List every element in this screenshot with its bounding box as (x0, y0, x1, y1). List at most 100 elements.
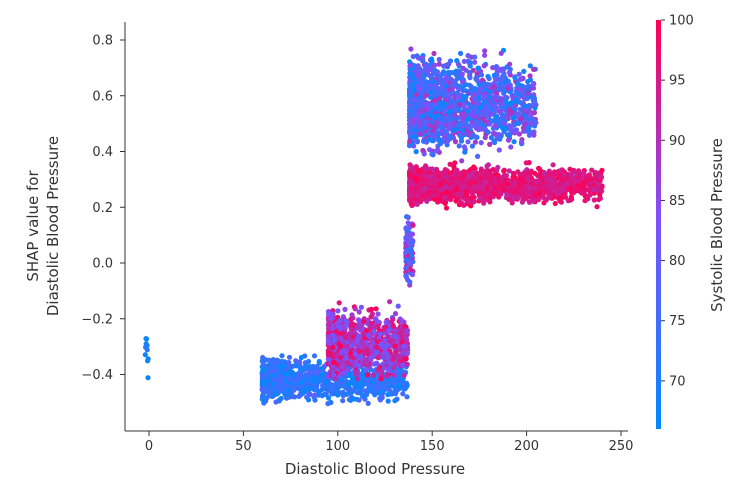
scatter-point (348, 390, 354, 396)
scatter-point (454, 58, 460, 64)
scatter-point (432, 67, 438, 73)
scatter-point (377, 331, 383, 337)
scatter-point (275, 367, 281, 373)
scatter-point (519, 199, 526, 205)
scatter-point (307, 391, 313, 397)
scatter-point (461, 102, 467, 108)
scatter-point (364, 359, 370, 365)
scatter-point (482, 48, 488, 54)
scatter-point (337, 326, 343, 332)
scatter-point (283, 383, 290, 389)
scatter-point (350, 334, 356, 340)
scatter-point (456, 91, 462, 98)
scatter-point (404, 330, 410, 336)
scatter-point (541, 172, 547, 178)
scatter-point (429, 151, 435, 157)
scatter-point (395, 303, 401, 309)
scatter-point (487, 89, 493, 95)
scatter-point (354, 376, 360, 382)
scatter-point (433, 148, 439, 154)
scatter-point (523, 113, 529, 119)
scatter-point (477, 196, 483, 202)
scatter-point (461, 58, 467, 64)
scatter-point (407, 71, 413, 77)
scatter-point (390, 323, 396, 329)
scatter-point (499, 182, 505, 189)
scatter-point (342, 326, 348, 332)
scatter-point (481, 100, 487, 106)
scatter-point (142, 352, 148, 358)
scatter-point (421, 138, 427, 144)
scatter-point (492, 97, 498, 103)
scatter-point (474, 76, 480, 82)
scatter-point (498, 176, 504, 182)
scatter-point (437, 73, 444, 79)
scatter-point (447, 133, 453, 139)
scatter-point (392, 343, 398, 349)
scatter-point (265, 384, 271, 390)
scatter-point (445, 126, 452, 132)
scatter-point (352, 351, 358, 357)
scatter-point (452, 160, 458, 166)
scatter-point (350, 338, 356, 344)
scatter-point (488, 192, 494, 198)
scatter-point (403, 249, 409, 255)
scatter-point (325, 401, 331, 407)
scatter-point (356, 397, 362, 403)
scatter-point (436, 198, 442, 204)
scatter-point (268, 359, 274, 365)
scatter-point (293, 358, 299, 364)
scatter-point (446, 109, 453, 115)
scatter-point (433, 120, 439, 126)
scatter-point (527, 73, 533, 79)
scatter-point (380, 388, 386, 394)
scatter-point (447, 114, 453, 120)
scatter-point (326, 321, 333, 327)
scatter-point (368, 314, 374, 320)
scatter-point (408, 117, 414, 124)
scatter-point (380, 382, 386, 388)
scatter-point (440, 91, 447, 97)
scatter-point (368, 320, 374, 326)
scatter-point (428, 73, 434, 79)
scatter-point (401, 343, 407, 349)
scatter-point (506, 107, 512, 113)
scatter-point (487, 121, 493, 127)
scatter-point (599, 167, 605, 173)
scatter-point (340, 389, 346, 395)
scatter-point (445, 69, 452, 76)
scatter-point (490, 130, 496, 136)
scatter-point (410, 222, 416, 228)
scatter-point (404, 214, 410, 220)
scatter-point (547, 194, 553, 200)
scatter-point (452, 112, 458, 118)
scatter-point (518, 116, 524, 122)
scatter-point (377, 395, 383, 401)
scatter-point (564, 180, 570, 186)
scatter-point (517, 92, 523, 98)
scatter-point (262, 375, 268, 381)
scatter-point (303, 387, 310, 393)
scatter-point (404, 383, 410, 389)
scatter-point (409, 272, 415, 278)
scatter-point (472, 139, 478, 145)
scatter-point (512, 75, 518, 81)
scatter-point (393, 369, 399, 375)
scatter-point (460, 127, 467, 134)
scatter-point (510, 174, 516, 180)
scatter-point (483, 108, 489, 115)
scatter-point (423, 62, 429, 68)
scatter-point (516, 71, 522, 77)
scatter-point (318, 366, 324, 372)
scatter-point (341, 348, 347, 354)
scatter-point (505, 137, 512, 143)
scatter-point (361, 331, 367, 337)
scatter-point (492, 123, 498, 129)
scatter-point (337, 343, 344, 349)
scatter-point (410, 127, 416, 133)
scatter-point (384, 373, 390, 379)
scatter-point (417, 131, 423, 137)
scatter-point (145, 375, 151, 381)
scatter-point (500, 125, 506, 131)
scatter-point (297, 366, 303, 372)
